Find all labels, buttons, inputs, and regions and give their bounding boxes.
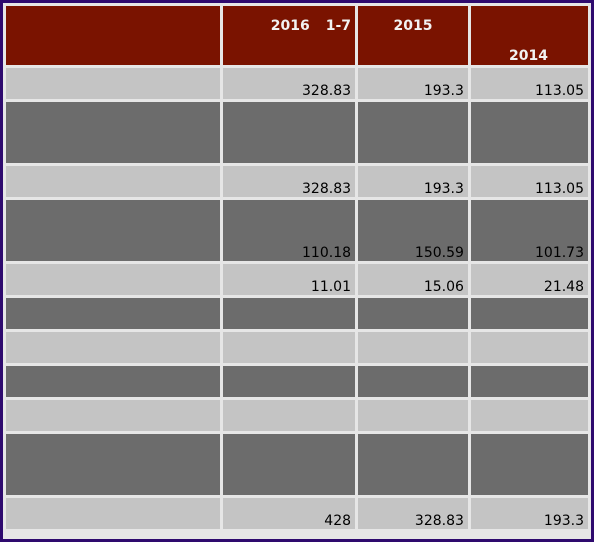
value-cell: 11.01 (219, 261, 359, 298)
table-row: 428 328.83 193.3 (3, 495, 592, 532)
value-cell: 428 (219, 495, 359, 532)
row-label-cell (3, 295, 223, 332)
table-row: 110.18 150.59 101.73 (3, 197, 592, 264)
table-row (3, 363, 592, 400)
table-row (3, 329, 592, 366)
row-label-cell (3, 261, 223, 298)
value-cell: 113.05 (467, 65, 592, 102)
value-cell (355, 99, 471, 166)
row-label-cell (3, 363, 223, 400)
table-header-row: 2016 1-7 2015 2014 (3, 3, 592, 68)
data-table-sheet: 2016 1-7 2015 2014 328.83 193.3 113.05 328.8… (3, 3, 592, 539)
value-cell: 193.3 (355, 65, 471, 102)
value-cell: 21.48 (467, 261, 592, 298)
value-cell (467, 295, 592, 332)
value-cell (219, 397, 359, 434)
header-2016-1-7: 2016 1-7 (219, 3, 359, 68)
value-cell (355, 295, 471, 332)
header-2015: 2015 (355, 3, 471, 68)
value-cell (219, 295, 359, 332)
table-row (3, 431, 592, 498)
row-label-cell (3, 99, 223, 166)
table-row: 328.83 193.3 113.05 (3, 65, 592, 102)
header-2014: 2014 (467, 3, 592, 68)
row-label-cell (3, 431, 223, 498)
value-cell (219, 329, 359, 366)
value-cell: 193.3 (467, 495, 592, 532)
value-cell (355, 397, 471, 434)
value-cell (219, 99, 359, 166)
value-cell (467, 431, 592, 498)
table-row (3, 99, 592, 166)
table-row (3, 397, 592, 434)
value-cell (467, 99, 592, 166)
row-label-cell (3, 163, 223, 200)
value-cell (355, 363, 471, 400)
value-cell: 328.83 (355, 495, 471, 532)
header-label-column (3, 3, 223, 68)
row-label-cell (3, 397, 223, 434)
value-cell (355, 431, 471, 498)
value-cell (467, 363, 592, 400)
table-row: 328.83 193.3 113.05 (3, 163, 592, 200)
row-label-cell (3, 197, 223, 264)
value-cell (219, 363, 359, 400)
table-row (3, 295, 592, 332)
value-cell: 328.83 (219, 163, 359, 200)
data-table: 2016 1-7 2015 2014 328.83 193.3 113.05 328.8… (3, 3, 592, 532)
value-cell: 110.18 (219, 197, 359, 264)
row-label-cell (3, 329, 223, 366)
value-cell: 101.73 (467, 197, 592, 264)
row-label-cell (3, 495, 223, 532)
value-cell (467, 329, 592, 366)
value-cell: 328.83 (219, 65, 359, 102)
table-row: 11.01 15.06 21.48 (3, 261, 592, 298)
value-cell: 150.59 (355, 197, 471, 264)
value-cell: 113.05 (467, 163, 592, 200)
header-year-2016: 2016 (270, 18, 310, 34)
row-label-cell (3, 65, 223, 102)
header-period-1-7: 1-7 (325, 18, 352, 34)
value-cell: 193.3 (355, 163, 471, 200)
value-cell: 15.06 (355, 261, 471, 298)
value-cell (219, 431, 359, 498)
value-cell (467, 397, 592, 434)
value-cell (355, 329, 471, 366)
